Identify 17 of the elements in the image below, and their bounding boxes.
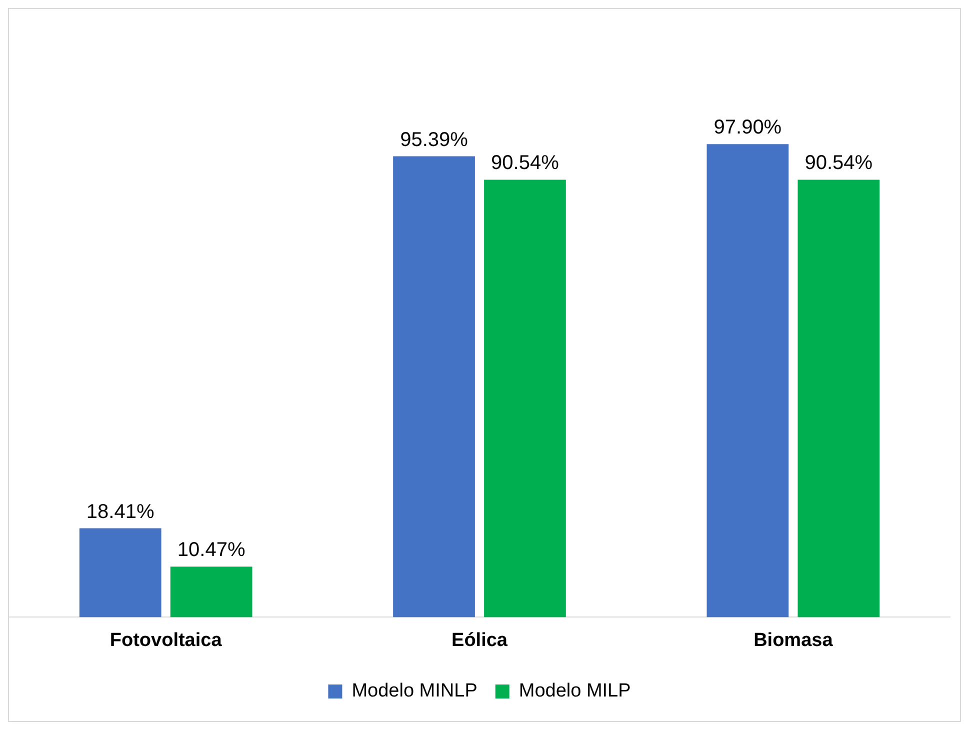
bar [170,566,252,618]
data-label: 90.54% [491,152,560,174]
legend-label: Modelo MILP [518,680,631,702]
legend-label: Modelo MINLP [352,680,478,702]
data-label: 95.39% [400,128,468,151]
data-label: 18.41% [86,500,154,523]
bar [706,144,789,618]
x-tick-label: Biomasa [754,630,834,651]
data-label: 97.90% [714,116,782,139]
x-tick-label: Fotovoltaica [110,630,222,651]
bar [798,180,880,618]
bar [79,528,162,618]
data-label: 10.47% [177,539,246,562]
bar [393,156,475,618]
bar [484,180,566,618]
data-label: 90.54% [804,152,873,174]
x-tick-label: Eólica [452,630,508,651]
